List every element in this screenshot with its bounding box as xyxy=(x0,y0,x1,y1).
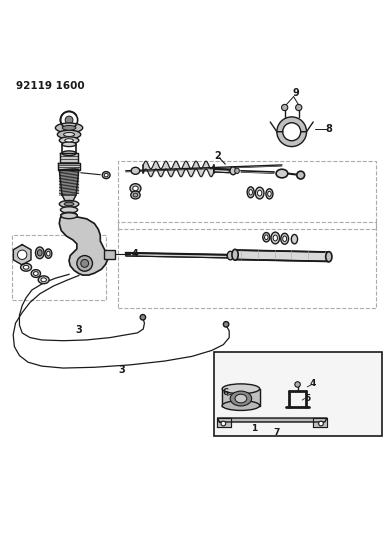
Ellipse shape xyxy=(55,123,83,133)
Ellipse shape xyxy=(59,200,79,207)
Ellipse shape xyxy=(258,190,262,196)
Ellipse shape xyxy=(271,232,279,244)
Ellipse shape xyxy=(230,167,236,175)
Ellipse shape xyxy=(64,202,74,206)
Ellipse shape xyxy=(35,247,44,259)
Text: 4: 4 xyxy=(310,379,316,388)
Polygon shape xyxy=(62,195,76,201)
Text: 2: 2 xyxy=(214,151,221,161)
Polygon shape xyxy=(235,250,329,261)
Ellipse shape xyxy=(64,133,74,136)
Ellipse shape xyxy=(41,278,46,282)
Ellipse shape xyxy=(131,167,140,174)
Polygon shape xyxy=(313,418,327,426)
Polygon shape xyxy=(59,169,79,195)
Circle shape xyxy=(81,260,89,267)
Text: 9: 9 xyxy=(292,88,299,99)
Ellipse shape xyxy=(235,394,247,403)
Wedge shape xyxy=(277,117,307,132)
Ellipse shape xyxy=(326,252,332,262)
Ellipse shape xyxy=(104,173,108,177)
Ellipse shape xyxy=(24,265,29,269)
Polygon shape xyxy=(60,153,78,163)
Text: 6: 6 xyxy=(222,388,229,397)
Ellipse shape xyxy=(227,251,234,260)
Ellipse shape xyxy=(65,139,73,142)
Ellipse shape xyxy=(247,187,254,198)
Ellipse shape xyxy=(60,207,78,213)
Polygon shape xyxy=(222,389,260,406)
Text: 5: 5 xyxy=(304,394,310,403)
Bar xyxy=(118,222,376,308)
Ellipse shape xyxy=(21,263,31,271)
Ellipse shape xyxy=(102,172,110,179)
Circle shape xyxy=(319,421,323,426)
Circle shape xyxy=(221,421,226,426)
Ellipse shape xyxy=(59,137,79,144)
Ellipse shape xyxy=(133,193,138,197)
Ellipse shape xyxy=(255,187,264,199)
Circle shape xyxy=(223,321,229,327)
Polygon shape xyxy=(218,418,231,426)
Ellipse shape xyxy=(232,249,238,260)
Circle shape xyxy=(296,104,302,111)
Ellipse shape xyxy=(61,212,77,217)
Circle shape xyxy=(65,116,73,124)
Ellipse shape xyxy=(57,130,81,139)
Circle shape xyxy=(297,171,305,179)
Polygon shape xyxy=(58,163,80,169)
Circle shape xyxy=(140,314,145,320)
Circle shape xyxy=(18,250,27,260)
Ellipse shape xyxy=(266,189,273,199)
Ellipse shape xyxy=(38,276,49,284)
Polygon shape xyxy=(126,253,227,258)
Ellipse shape xyxy=(131,191,140,199)
Bar xyxy=(118,161,376,229)
Ellipse shape xyxy=(235,168,240,174)
Ellipse shape xyxy=(31,270,40,278)
Text: 3: 3 xyxy=(75,325,82,335)
Ellipse shape xyxy=(61,213,77,219)
Ellipse shape xyxy=(263,232,270,242)
Circle shape xyxy=(77,255,93,271)
Ellipse shape xyxy=(62,142,76,147)
Wedge shape xyxy=(277,132,307,147)
Ellipse shape xyxy=(37,249,42,256)
Text: 3: 3 xyxy=(118,365,125,375)
Ellipse shape xyxy=(62,125,76,130)
Text: 4: 4 xyxy=(132,249,139,260)
Ellipse shape xyxy=(276,169,288,178)
Polygon shape xyxy=(214,169,229,173)
Ellipse shape xyxy=(33,272,38,276)
Polygon shape xyxy=(59,216,108,275)
Bar xyxy=(104,250,115,259)
Ellipse shape xyxy=(222,401,260,410)
Ellipse shape xyxy=(273,235,278,241)
Ellipse shape xyxy=(62,151,76,156)
Text: 7: 7 xyxy=(273,428,279,437)
Bar xyxy=(214,352,381,437)
Ellipse shape xyxy=(249,190,252,195)
Text: 1: 1 xyxy=(251,424,258,433)
Bar xyxy=(13,235,106,300)
Ellipse shape xyxy=(45,249,52,259)
Ellipse shape xyxy=(133,186,138,191)
Ellipse shape xyxy=(230,391,252,406)
Text: 92119 1600: 92119 1600 xyxy=(16,81,85,91)
Ellipse shape xyxy=(268,191,271,196)
Circle shape xyxy=(295,382,300,387)
Ellipse shape xyxy=(281,233,289,244)
Circle shape xyxy=(281,104,288,111)
Ellipse shape xyxy=(283,236,287,241)
Ellipse shape xyxy=(222,384,260,394)
Ellipse shape xyxy=(291,235,298,244)
Polygon shape xyxy=(13,245,31,265)
Ellipse shape xyxy=(265,235,268,239)
Ellipse shape xyxy=(47,251,50,256)
Ellipse shape xyxy=(130,184,141,193)
Text: 8: 8 xyxy=(325,124,332,134)
Polygon shape xyxy=(218,418,327,422)
